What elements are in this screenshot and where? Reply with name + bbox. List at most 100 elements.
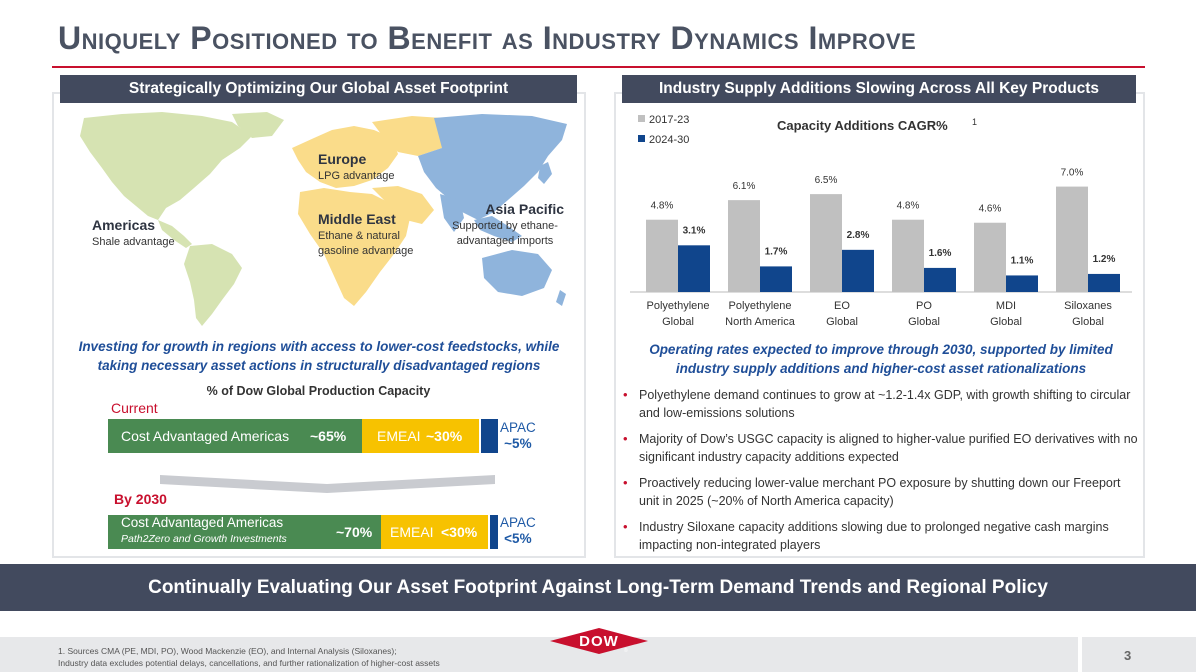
- bar-2024-30-1: [760, 266, 792, 292]
- current-emeai-label: EMEAI: [377, 428, 421, 444]
- svg-text:®: ®: [624, 647, 628, 654]
- chart-title: Capacity Additions CAGR%: [777, 118, 948, 133]
- map-label-europe: Europe LPG advantage: [318, 150, 394, 184]
- asia-pacific-note-1: Supported by ethane-: [452, 219, 558, 232]
- bar-2017-23-0: [646, 219, 678, 292]
- asia-pacific-region: Asia Pacific: [485, 201, 564, 217]
- footer-page-box: [1082, 637, 1196, 672]
- current-americas-label: Cost Advantaged Americas: [121, 428, 290, 444]
- right-panel-header: Industry Supply Additions Slowing Across…: [622, 75, 1136, 103]
- key-points-list: Polyethylene demand continues to grow at…: [620, 386, 1140, 562]
- page-number: 3: [1124, 648, 1132, 663]
- map-asia: [418, 114, 567, 220]
- europe-region: Europe: [318, 151, 367, 167]
- chart-title-superscript: 1: [972, 117, 977, 127]
- bar-label-2017-23-5: 7.0%: [1061, 168, 1084, 179]
- bar-label-2024-30-5: 1.2%: [1093, 254, 1116, 265]
- capacity-title: % of Dow Global Production Capacity: [206, 384, 431, 398]
- capacity-cagr-chart: Capacity Additions CAGR% 1 2017-23 2024-30 4…: [630, 114, 1132, 328]
- title-divider: [52, 66, 1145, 68]
- by-2030-emeai-label: EMEAI: [390, 524, 434, 540]
- category-label-3-line2: Global: [908, 316, 940, 328]
- bar-2017-23-2: [810, 194, 842, 292]
- bar-label-2024-30-3: 1.6%: [929, 248, 952, 259]
- operating-line-2: industry supply additions and higher-cos…: [675, 361, 1087, 376]
- bullet-polyethylene: Polyethylene demand continues to grow at…: [620, 386, 1140, 422]
- bar-label-2017-23-0: 4.8%: [651, 201, 674, 212]
- by-2030-americas-label: Cost Advantaged Americas: [121, 515, 284, 530]
- map-india: [440, 194, 464, 232]
- bullet-po: Proactively reducing lower-value merchan…: [620, 474, 1140, 510]
- by-2030-apac-pct: <5%: [504, 531, 532, 546]
- footnote-line-1: 1. Sources CMA (PE, MDI, PO), Wood Macke…: [58, 646, 397, 656]
- by-2030-apac-label: APAC: [500, 515, 536, 530]
- footnote-line-2: Industry data excludes potential delays,…: [58, 658, 440, 668]
- bar-label-2017-23-4: 4.6%: [979, 204, 1002, 215]
- by-2030-apac-segment: [490, 515, 498, 549]
- legend-label-2017-23: 2017-23: [649, 114, 689, 126]
- middle-east-note-1: Ethane & natural: [318, 229, 400, 242]
- dow-logo: DOW ®: [550, 628, 648, 654]
- category-label-0-line1: Polyethylene: [647, 300, 710, 312]
- middle-east-note-2: gasoline advantage: [318, 244, 414, 257]
- by-2030-label: By 2030: [114, 491, 167, 507]
- map-north-america: [80, 112, 252, 220]
- category-label-5-line1: Siloxanes: [1064, 300, 1112, 312]
- category-label-4-line2: Global: [990, 316, 1022, 328]
- map-japan: [538, 162, 552, 184]
- world-map: [80, 112, 567, 326]
- investing-line-2: taking necessary asset actions in struct…: [97, 358, 541, 373]
- bar-2017-23-4: [974, 222, 1006, 292]
- investing-line-1: Investing for growth in regions with acc…: [78, 339, 560, 354]
- footnote: 1. Sources CMA (PE, MDI, PO), Wood Macke…: [58, 645, 440, 669]
- map-europe: [292, 126, 398, 188]
- operating-statement: Operating rates expected to improve thro…: [617, 340, 1145, 378]
- category-label-1-line1: Polyethylene: [729, 300, 792, 312]
- current-capacity-bar: Cost Advantaged Americas ~65% EMEAI ~30%: [108, 419, 498, 453]
- map-central-america: [158, 220, 192, 248]
- americas-note: Shale advantage: [92, 235, 175, 248]
- current-apac-label: APAC: [500, 420, 536, 435]
- bottom-banner: Continually Evaluating Our Asset Footpri…: [0, 564, 1196, 611]
- bar-2024-30-0: [678, 245, 710, 292]
- category-label-2-line1: EO: [834, 300, 850, 312]
- map-greenland: [232, 112, 284, 138]
- left-panel-header: Strategically Optimizing Our Global Asse…: [60, 75, 577, 103]
- map-label-middle-east: Middle East Ethane & natural gasoline ad…: [318, 210, 413, 259]
- bar-label-2017-23-3: 4.8%: [897, 201, 920, 212]
- by-2030-emeai-segment: EMEAI <30%: [381, 515, 488, 549]
- investing-statement: Investing for growth in regions with acc…: [56, 337, 582, 375]
- current-apac: APAC ~5%: [500, 420, 536, 452]
- bullet-eo: Majority of Dow’s USGC capacity is align…: [620, 430, 1140, 466]
- by-2030-americas-segment: Cost Advantaged Americas Path2Zero and G…: [108, 515, 381, 549]
- by-2030-americas-pct: ~70%: [336, 524, 373, 540]
- footer-bar: [0, 637, 1078, 672]
- bar-2024-30-2: [842, 249, 874, 292]
- bar-2017-23-5: [1056, 186, 1088, 292]
- current-apac-pct: ~5%: [504, 436, 532, 451]
- category-label-4-line1: MDI: [996, 300, 1016, 312]
- bar-label-2024-30-2: 2.8%: [847, 230, 870, 241]
- map-label-americas: Americas Shale advantage: [92, 216, 175, 250]
- by-2030-apac: APAC <5%: [500, 515, 536, 547]
- legend-label-2024-30: 2024-30: [649, 134, 689, 146]
- by-2030-americas-sub: Path2Zero and Growth Investments: [121, 533, 287, 545]
- legend-swatch-2017-23: [638, 115, 645, 122]
- bullet-siloxanes: Industry Siloxane capacity additions slo…: [620, 518, 1140, 554]
- category-label-1-line2: North America: [725, 316, 796, 328]
- current-label: Current: [111, 400, 158, 416]
- transition-chevron: [160, 475, 495, 493]
- current-americas-segment: Cost Advantaged Americas ~65%: [108, 419, 362, 453]
- current-emeai-pct: ~30%: [426, 428, 463, 444]
- page-title-text: Uniquely Positioned to Benefit as Indust…: [58, 20, 917, 56]
- map-new-zealand: [556, 290, 566, 306]
- current-americas-pct: ~65%: [310, 428, 347, 444]
- map-south-america: [184, 244, 242, 326]
- category-label-3-line1: PO: [916, 300, 932, 312]
- middle-east-region: Middle East: [318, 211, 396, 227]
- asia-pacific-note-2: advantaged imports: [456, 234, 554, 247]
- bar-label-2024-30-0: 3.1%: [683, 225, 706, 236]
- map-southeast-asia: [474, 216, 522, 242]
- bar-label-2024-30-4: 1.1%: [1011, 255, 1034, 266]
- americas-region: Americas: [92, 217, 156, 233]
